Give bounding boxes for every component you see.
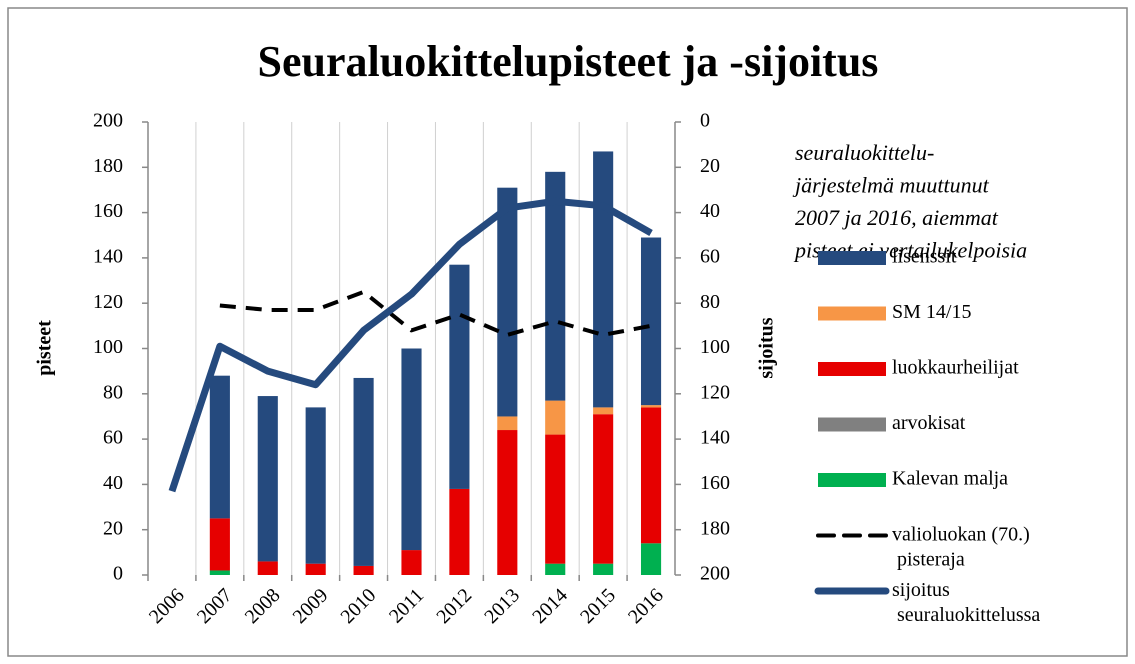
- bar: [401, 348, 422, 551]
- y-tick-label: 0: [113, 563, 123, 585]
- y-tick-label: 120: [93, 291, 123, 313]
- bar: [593, 151, 614, 408]
- legend-swatch: [818, 251, 886, 265]
- bar: [209, 375, 230, 519]
- y2-tick-label: 140: [700, 427, 730, 449]
- legend-swatch: [818, 417, 886, 432]
- bar: [545, 400, 566, 435]
- bar: [640, 237, 662, 406]
- bar: [593, 414, 614, 564]
- bar: [209, 570, 230, 575]
- bar: [497, 187, 518, 417]
- bar: [593, 407, 614, 415]
- legend-swatch: [818, 473, 886, 487]
- bar: [640, 407, 662, 544]
- y-tick-label: 40: [103, 472, 123, 494]
- y2-tick-label: 180: [700, 517, 730, 539]
- legend-label: luokkaurheilijat: [892, 357, 1019, 379]
- bar: [305, 407, 326, 564]
- y2-tick-label: 0: [700, 110, 710, 132]
- y2-tick-label: 120: [700, 381, 730, 403]
- bar: [497, 416, 518, 431]
- y-tick-label: 100: [93, 336, 123, 358]
- y-tick-label: 200: [93, 110, 123, 132]
- bar: [449, 488, 470, 575]
- bar: [353, 377, 374, 566]
- bar: [353, 565, 374, 575]
- legend-swatch: [818, 362, 886, 376]
- bar: [545, 563, 566, 575]
- annotation: seuraluokittelu-: [795, 140, 934, 165]
- bar: [545, 434, 566, 564]
- y-tick-label: 20: [103, 517, 123, 539]
- y2-tick-label: 20: [700, 155, 720, 177]
- y2-tick-label: 60: [700, 245, 720, 267]
- bar: [257, 396, 278, 562]
- bar: [305, 563, 326, 575]
- y-tick-label: 160: [93, 200, 123, 222]
- y-tick-label: 180: [93, 155, 123, 177]
- annotation: järjestelmä muuttunut: [792, 173, 990, 198]
- y-axis-label: pisteet: [34, 320, 56, 376]
- legend-label: valioluokan (70.) pisteraja: [892, 523, 1030, 570]
- y2-tick-label: 40: [700, 200, 720, 222]
- legend-swatch: [818, 306, 886, 321]
- bar: [640, 543, 662, 575]
- y2-tick-label: 160: [700, 472, 730, 494]
- bar: [209, 518, 230, 571]
- chart-border: [7, 7, 1128, 657]
- bar: [449, 264, 470, 489]
- bar: [401, 550, 422, 575]
- y2-tick-label: 200: [700, 563, 730, 585]
- y-tick-label: 80: [103, 381, 123, 403]
- line: [168, 197, 653, 493]
- bar: [545, 171, 566, 401]
- y2-tick-label: 80: [700, 291, 720, 313]
- y2-tick-label: 100: [700, 336, 730, 358]
- y2-axis-label: sijoitus: [756, 317, 778, 378]
- bar: [497, 430, 518, 575]
- annotation: 2007 ja 2016, aiemmat: [795, 205, 999, 230]
- bar: [593, 563, 614, 575]
- chart-title: Seuraluokittelupisteet ja -sijoitus: [258, 37, 879, 86]
- legend-label: lisenssit: [892, 246, 957, 268]
- bar: [257, 561, 278, 575]
- y-tick-label: 140: [93, 245, 123, 267]
- legend-label: Kalevan malja: [892, 468, 1008, 490]
- y-tick-label: 60: [103, 427, 123, 449]
- bar: [640, 405, 662, 408]
- legend-label: sijoitus seuraluokittelussa: [892, 579, 1040, 626]
- legend-label: arvokisat: [892, 412, 966, 434]
- legend-label: SM 14/15: [892, 301, 971, 323]
